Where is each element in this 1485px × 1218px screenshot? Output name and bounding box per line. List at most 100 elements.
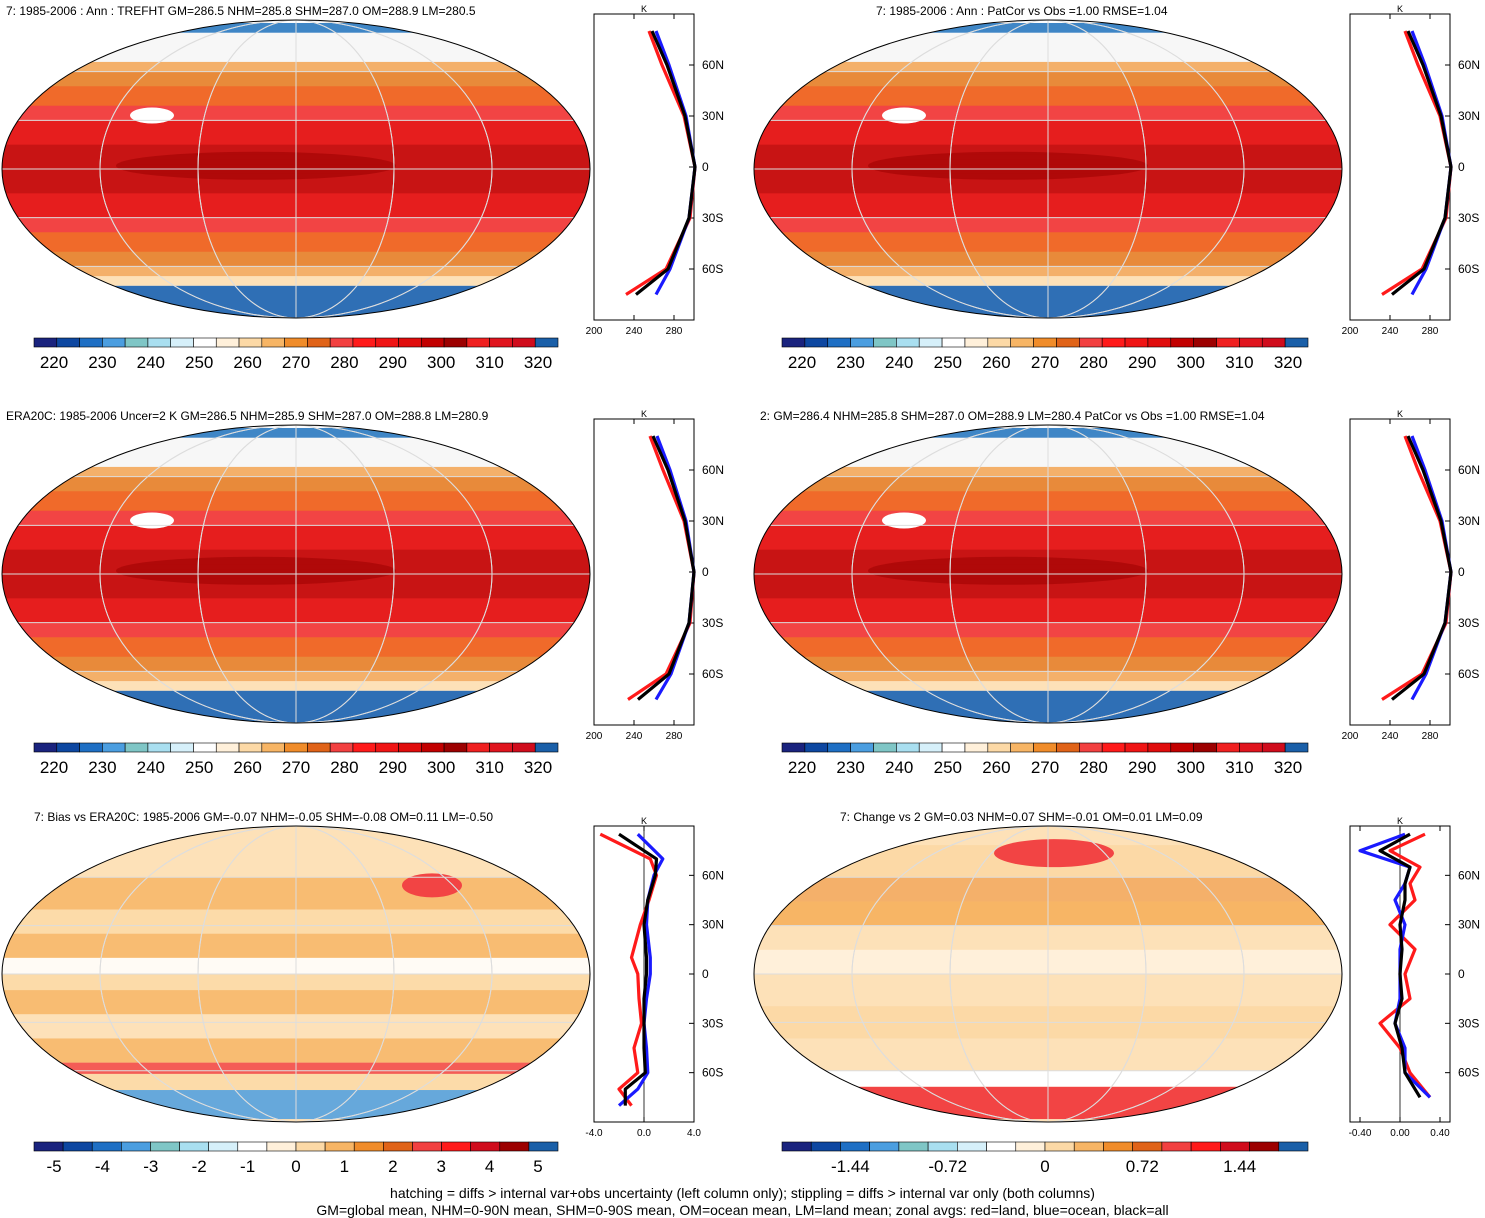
colorbar-label: 270 (1031, 353, 1059, 372)
colorbar-swatch (512, 742, 536, 753)
colorbar-label: 1.44 (1223, 1157, 1256, 1176)
panel-bias: 7: Bias vs ERA20C: 1985-2006 GM=-0.07 NH… (0, 810, 742, 1180)
colorbar-swatch (781, 337, 806, 348)
colorbar-swatch (1147, 742, 1172, 753)
panel-title: ERA20C: 1985-2006 Uncer=2 K GM=286.5 NHM… (6, 409, 489, 423)
colorbar-label: 2 (388, 1157, 397, 1176)
meridian (197, 20, 395, 318)
colorbar-swatch (91, 1141, 122, 1152)
colorbar-swatch (1010, 742, 1034, 753)
colorbar-label: -1 (240, 1157, 255, 1176)
y-tick-label: 60S (1458, 667, 1479, 681)
tibet-spot (882, 107, 926, 124)
colorbar-label: 300 (1177, 353, 1205, 372)
colorbar-swatch (850, 742, 874, 753)
x-tick-label: 200 (586, 731, 603, 742)
colorbar-swatch (1056, 337, 1080, 348)
colorbar-swatch (1124, 742, 1149, 753)
colorbar-label: 230 (88, 353, 116, 372)
panel-title: 7: 1985-2006 : Ann : PatCor vs Obs =1.00… (876, 4, 1168, 18)
colorbar-label: 320 (1274, 758, 1302, 777)
meridian (99, 20, 493, 318)
colorbar-swatch (1015, 1141, 1046, 1152)
colorbar-label: 250 (185, 353, 213, 372)
colorbar-swatch (352, 337, 377, 348)
y-tick-label: 30N (1458, 514, 1480, 528)
colorbar-swatch (375, 742, 399, 753)
colorbar-swatch (1101, 742, 1126, 753)
y-tick-label: 60S (702, 1066, 723, 1080)
zonal-line-all (618, 832, 659, 1106)
y-tick-label: 0 (702, 565, 709, 579)
colorbar-swatch (941, 337, 966, 348)
colorbar-label: 1 (340, 1157, 349, 1176)
panel-title: 7: Change vs 2 GM=0.03 NHM=0.07 SHM=-0.0… (840, 810, 1203, 824)
colorbar-label: 4 (485, 1157, 494, 1176)
colorbar-swatch (441, 1141, 471, 1152)
colorbar-swatch (33, 337, 58, 348)
colorbar-label: 220 (40, 353, 68, 372)
colorbar-swatch (56, 337, 80, 348)
colorbar-label: 250 (185, 758, 213, 777)
y-tick-label: 30S (1458, 211, 1479, 225)
zonal-line-all (1391, 435, 1453, 701)
y-tick-label: 60S (702, 667, 723, 681)
meridian (851, 20, 1245, 318)
colorbar-label: -5 (46, 1157, 61, 1176)
panel-title: 7: 1985-2006 : Ann : TREFHT GM=286.5 NHM… (6, 4, 476, 18)
zonal-line-ocean (1358, 832, 1432, 1099)
colorbar-swatch (215, 742, 240, 753)
meridian (949, 20, 1147, 318)
colorbar-swatch (1249, 1141, 1280, 1152)
colorbar-swatch (295, 1141, 326, 1152)
y-tick-label: 60N (702, 463, 724, 477)
colorbar-swatch (179, 1141, 209, 1152)
y-tick-label: 30S (702, 1016, 723, 1030)
x-tick-label: 200 (1342, 326, 1359, 337)
zonal-line-land (1381, 30, 1453, 296)
x-tick-label: 0.00 (1390, 1128, 1410, 1139)
colorbar-swatch (850, 337, 874, 348)
y-tick-label: 30N (1458, 109, 1480, 123)
colorbar-swatch (1190, 1141, 1221, 1152)
colorbar-label: 230 (836, 353, 864, 372)
zonal-line-land (627, 435, 696, 701)
colorbar-swatch (238, 337, 263, 348)
colorbar-swatch (121, 1141, 151, 1152)
y-tick-label: 60N (1458, 463, 1480, 477)
colorbar-swatch (1056, 742, 1080, 753)
colorbar-swatch (534, 742, 559, 753)
zonal-line-all (636, 435, 696, 701)
graticule (2, 826, 590, 1122)
colorbar-label: 310 (1225, 353, 1253, 372)
warm-pool (116, 556, 396, 585)
colorbar-swatch (1132, 1141, 1163, 1152)
colorbar-swatch (1278, 1141, 1309, 1152)
x-tick-label: 280 (1422, 731, 1439, 742)
colorbar-label: 270 (1031, 758, 1059, 777)
colorbar-swatch (1284, 337, 1309, 348)
map-change: -0.40 0.00 0.40 K 60N 30N 0 30S 60S -1.44 -0.72 0 0.… (753, 816, 1480, 1176)
colorbar-label: 3 (436, 1157, 445, 1176)
colorbar-label: 270 (282, 758, 310, 777)
colorbar-swatch (193, 337, 217, 348)
colorbar-swatch (512, 337, 536, 348)
panel-change: 7: Change vs 2 GM=0.03 NHM=0.07 SHM=-0.0… (742, 810, 1485, 1180)
colorbar-swatch (261, 742, 285, 753)
footer-note-2: GM=global mean, NHM=0-90N mean, SHM=0-90… (316, 1202, 1169, 1218)
warm-pool (116, 151, 396, 180)
map-era20c: 200 240 280 K 60N 30N 0 30S 60S 220 230 240 250 260 27… (1, 409, 724, 777)
x-tick-label: -0.40 (1349, 1128, 1372, 1139)
colorbar-swatch (987, 337, 1011, 348)
x-tick-label: 240 (1382, 326, 1399, 337)
colorbar-label: 240 (137, 353, 165, 372)
colorbar-swatch (781, 742, 806, 753)
colorbar-swatch (964, 337, 989, 348)
x-tick-label: 200 (586, 326, 603, 337)
colorbar-swatch (324, 1141, 355, 1152)
colorbar-swatch (827, 337, 851, 348)
y-tick-label: 0 (1458, 160, 1465, 174)
colorbar-swatch (147, 337, 171, 348)
unit-label: K (641, 409, 647, 419)
colorbar-swatch (443, 742, 468, 753)
